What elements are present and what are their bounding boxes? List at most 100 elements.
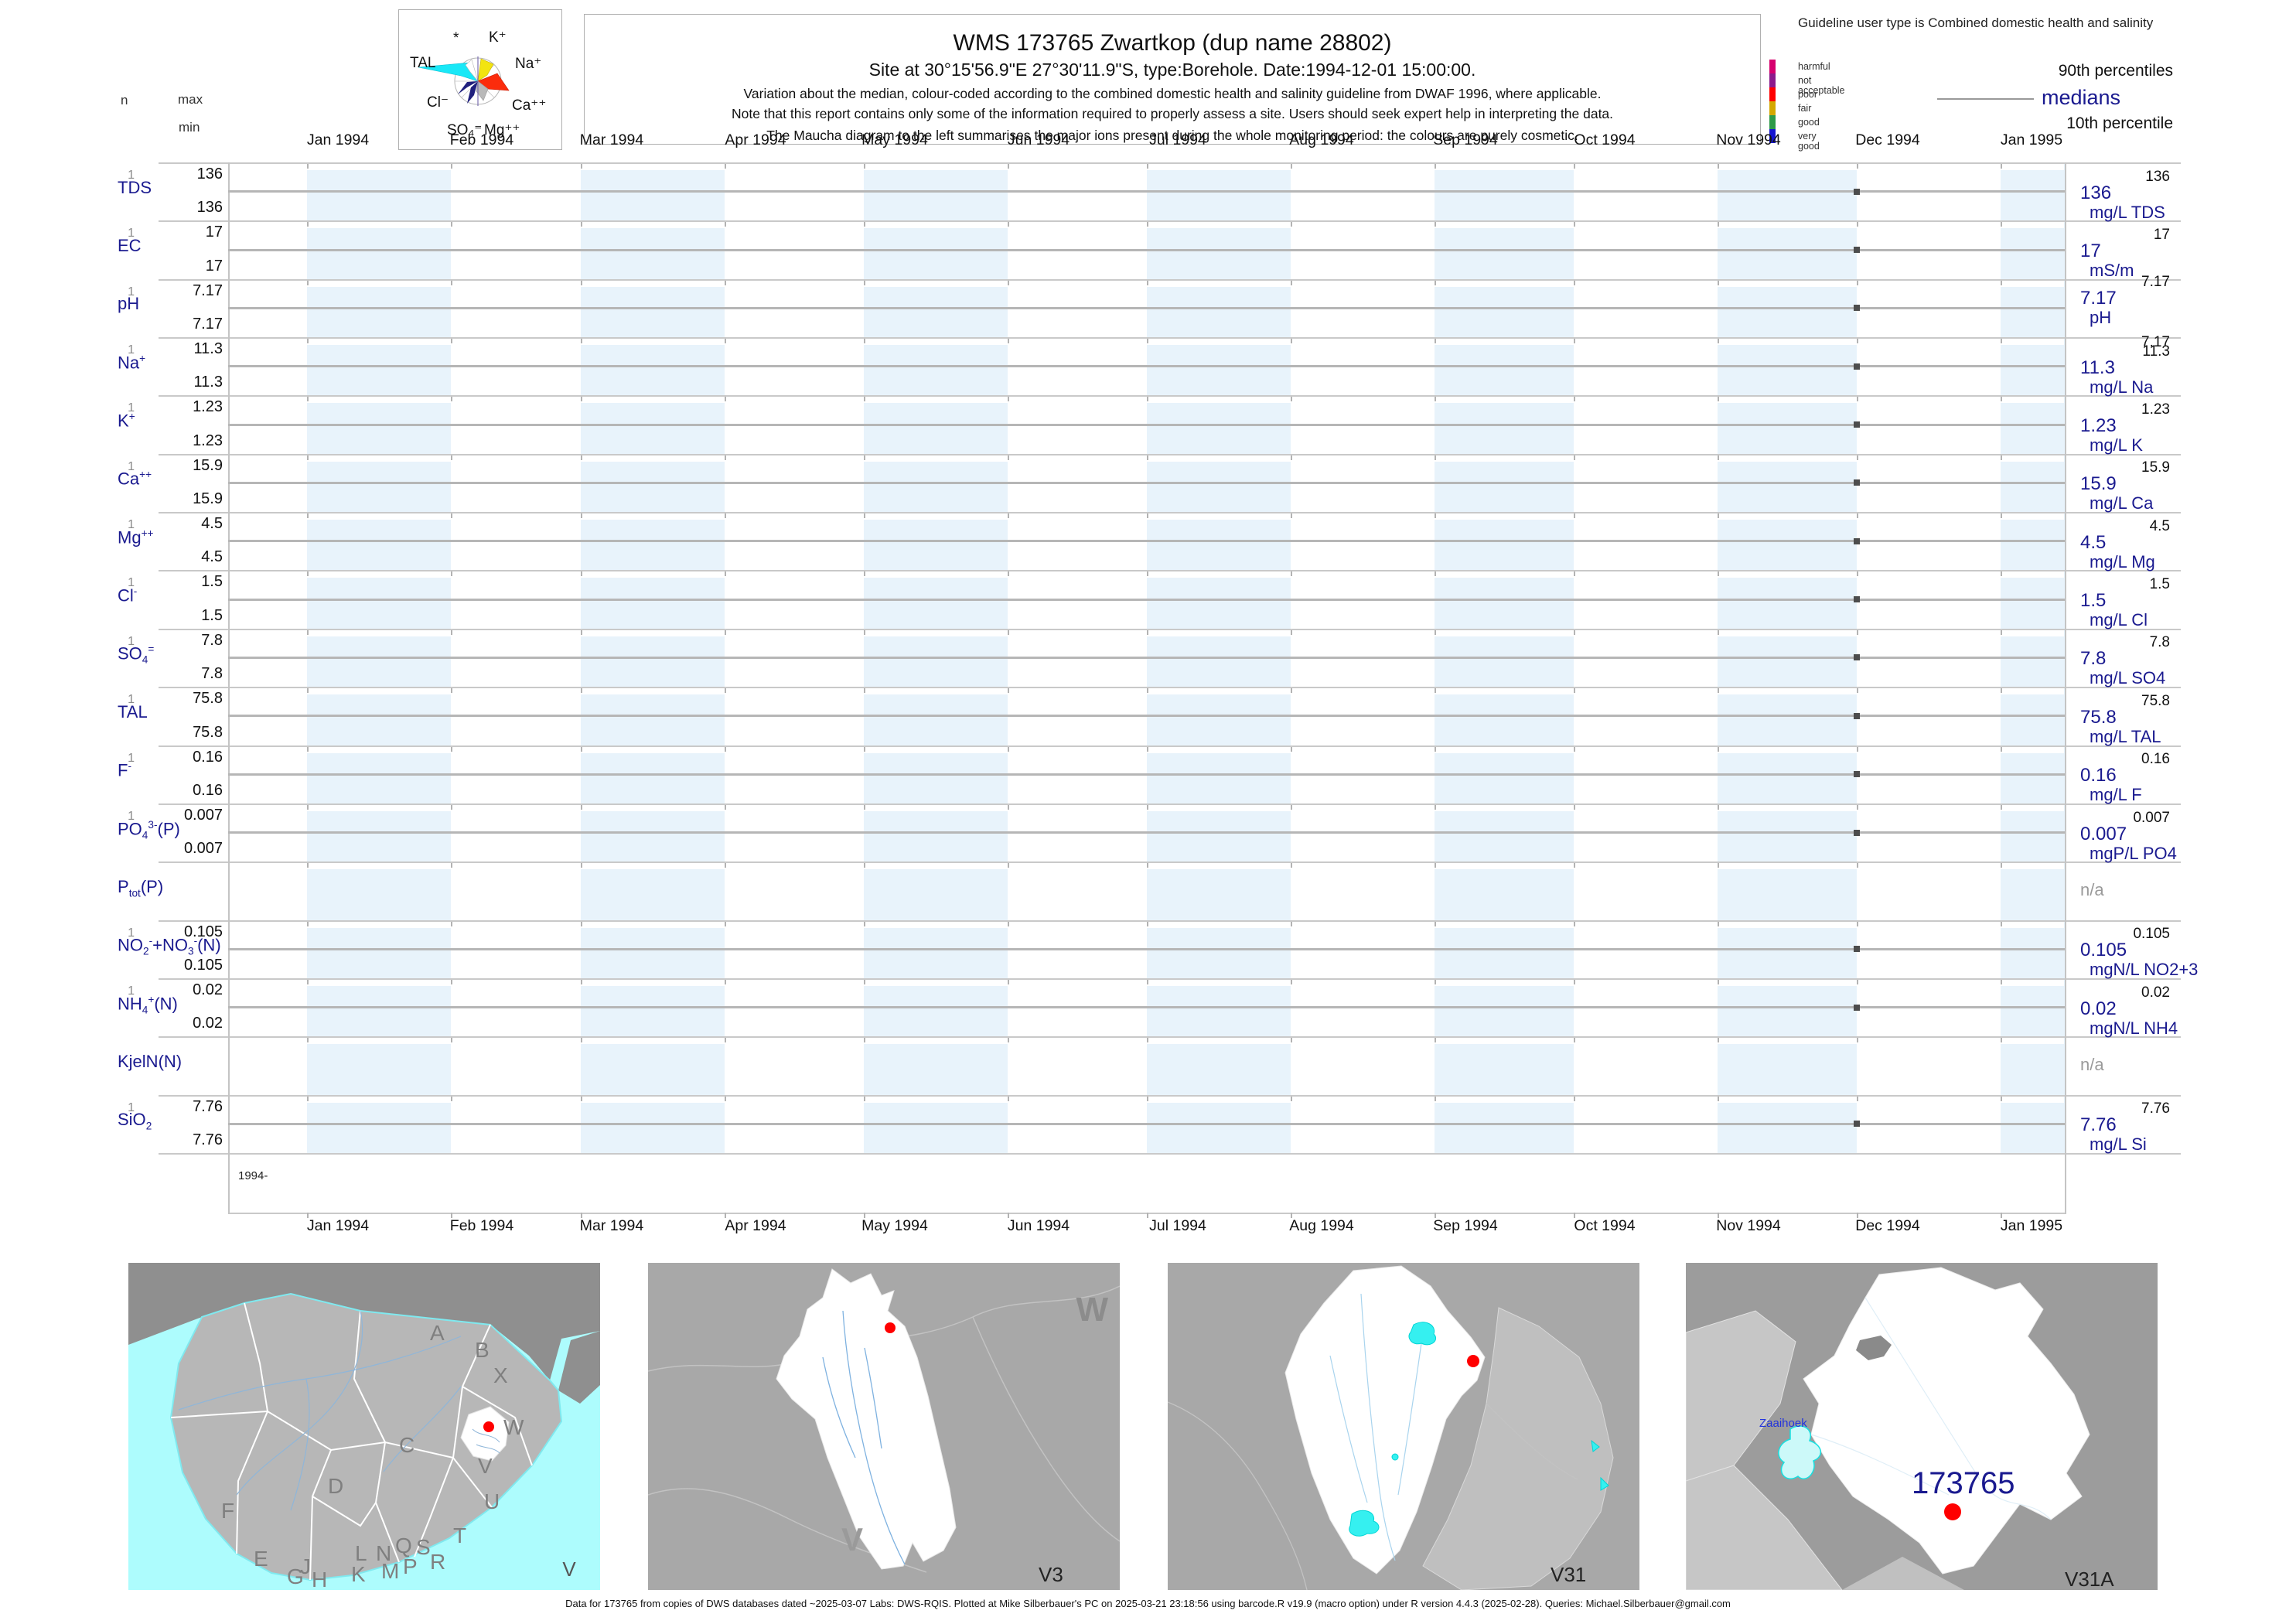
month-start-tick [307, 980, 309, 984]
unit-label: mg/L F [2090, 785, 2142, 805]
p90-value: 11.3 [2142, 343, 2170, 360]
column-header-min: min [179, 120, 200, 135]
row-boundary-line [159, 1153, 2181, 1155]
median-line [228, 190, 2065, 193]
region-letter-U: U [484, 1489, 500, 1513]
month-start-tick [307, 1038, 309, 1042]
axis-month-tick [1857, 1213, 1858, 1218]
p90-value: 1.23 [2141, 401, 2170, 418]
month-start-tick [1008, 339, 1009, 343]
month-start-tick [1147, 747, 1148, 752]
month-start-tick [307, 281, 309, 285]
month-start-tick [1574, 980, 1575, 984]
row-boundary-line [159, 454, 2181, 455]
sample-point [1854, 421, 1860, 428]
sample-point [1854, 188, 1860, 195]
month-start-tick [864, 688, 865, 693]
parameter-label: Na+ [118, 352, 146, 373]
region-letter-G: G [287, 1564, 304, 1588]
axis-month-tick [1435, 1213, 1436, 1218]
maucha-ion-label: K⁺ [489, 29, 507, 46]
min-value: 17 [205, 257, 223, 275]
month-start-tick [451, 513, 452, 518]
month-start-tick [451, 571, 452, 576]
plot-left-edge [228, 162, 230, 1214]
month-start-tick [725, 281, 726, 285]
median-value: 1.5 [2080, 590, 2107, 612]
month-start-tick [1435, 455, 1436, 460]
site-marker-dot [1944, 1503, 1961, 1520]
sample-count: 1 [128, 285, 135, 299]
month-start-tick [1857, 397, 1858, 401]
axis-month-tick [864, 1213, 865, 1218]
context-letter-w: W [1076, 1291, 1108, 1329]
rivers [1329, 1293, 1424, 1561]
axis-month-tick [451, 1213, 452, 1218]
month-start-tick [1574, 222, 1575, 227]
p90-value: 7.76 [2141, 1100, 2170, 1117]
month-start-tick [1147, 805, 1148, 810]
month-start-tick [1147, 688, 1148, 693]
region-letter-S: S [416, 1535, 431, 1559]
axis-month-tick [581, 1213, 582, 1218]
month-start-tick [307, 1097, 309, 1101]
month-start-tick [1008, 397, 1009, 401]
month-start-tick [2001, 164, 2002, 169]
median-value: 0.16 [2080, 765, 2117, 786]
row-boundary-line [159, 745, 2181, 747]
month-start-tick [1435, 339, 1436, 343]
month-start-tick [725, 571, 726, 576]
month-start-tick [1147, 863, 1148, 868]
parameter-label: TDS [118, 177, 152, 197]
month-start-tick [1291, 805, 1292, 810]
month-start-tick [1435, 863, 1436, 868]
max-value: 7.8 [201, 631, 223, 649]
month-start-tick [864, 1038, 865, 1042]
month-start-tick [1857, 805, 1858, 810]
month-start-tick [1008, 863, 1009, 868]
month-start-tick [451, 1038, 452, 1042]
quality-color-harmful [1769, 60, 1776, 73]
month-start-tick [2001, 513, 2002, 518]
map-panel-label: V31 [1551, 1563, 1586, 1586]
row-top-gap [229, 1038, 2064, 1044]
unit-label: mg/L Ca [2090, 493, 2154, 513]
month-start-tick [1147, 222, 1148, 227]
month-start-tick [864, 630, 865, 635]
quality-label: not acceptable [1798, 75, 1845, 96]
sample-count: 1 [128, 809, 135, 823]
month-start-tick [1291, 1038, 1292, 1042]
month-start-tick [1435, 1097, 1436, 1101]
month-start-tick [451, 339, 452, 343]
month-start-tick [581, 164, 582, 169]
month-start-tick [864, 980, 865, 984]
min-value: 0.105 [183, 956, 223, 974]
no-data-value: n/a [2080, 1054, 2104, 1074]
p90-value: 0.007 [2133, 809, 2170, 826]
p90-legend-label: 90th percentiles [2058, 62, 2173, 80]
parameter-label: SiO2 [118, 1110, 152, 1132]
unit-label: mg/L Na [2090, 377, 2154, 397]
month-start-tick [1718, 688, 1719, 693]
month-label-top: Jul 1994 [1149, 131, 1206, 148]
month-start-tick [1574, 281, 1575, 285]
month-start-tick [1718, 805, 1719, 810]
sample-count: 1 [128, 576, 135, 590]
month-start-tick [2001, 688, 2002, 693]
month-label-top: Jun 1994 [1007, 131, 1070, 148]
row-boundary-line [159, 1095, 2181, 1097]
min-value: 7.17 [193, 316, 223, 333]
month-start-tick [1857, 455, 1858, 460]
month-start-tick [1574, 1097, 1575, 1101]
p90-value: 0.02 [2141, 984, 2170, 1001]
month-start-tick [1291, 688, 1292, 693]
month-start-tick [1857, 222, 1858, 227]
row-boundary-line [159, 337, 2181, 339]
month-label-bottom: Jun 1994 [1007, 1217, 1070, 1234]
p10-value: 7.17 [2141, 334, 2170, 351]
median-line [228, 365, 2065, 368]
sample-count: 1 [128, 751, 135, 765]
p10-legend-label: 10th percentile [2066, 114, 2173, 132]
month-start-tick [1718, 455, 1719, 460]
region-letter-M: M [381, 1559, 399, 1583]
